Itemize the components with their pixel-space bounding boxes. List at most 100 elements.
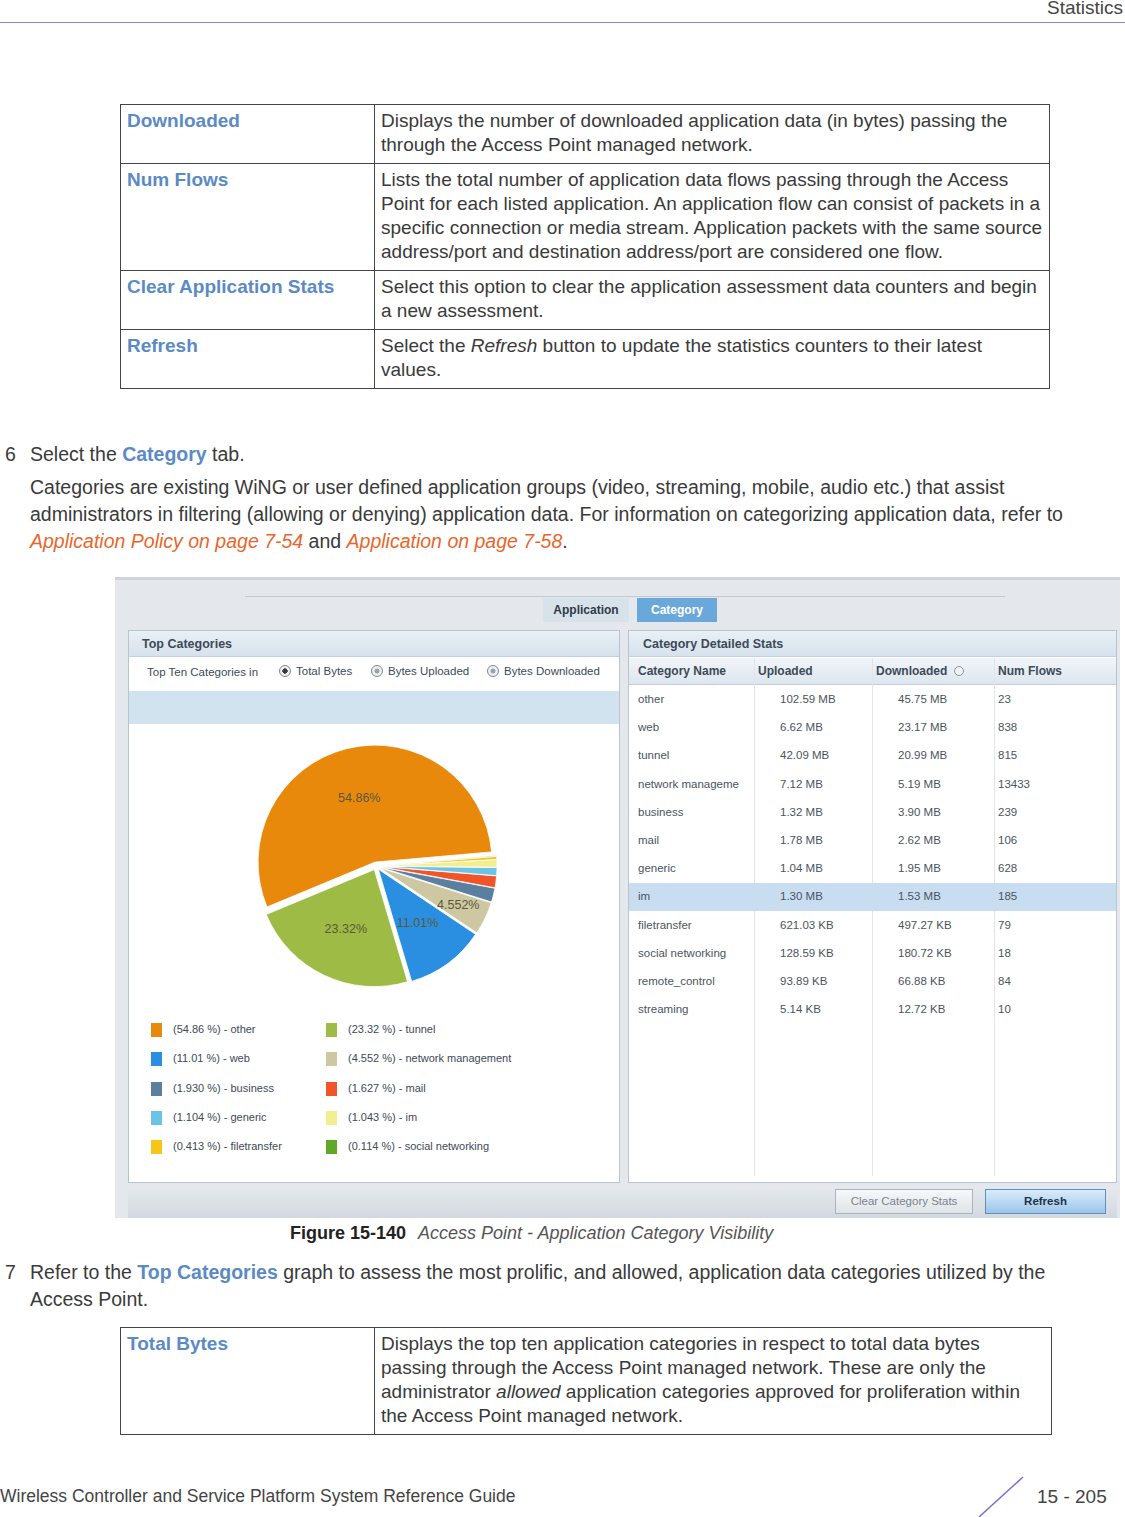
table-cell: 628 — [998, 862, 1108, 874]
header-rule — [0, 22, 1125, 23]
radio-circle[interactable] — [371, 665, 383, 677]
table-cell: 239 — [998, 806, 1108, 818]
legend-swatch — [151, 1082, 162, 1096]
table-cell: 7.12 MB — [758, 778, 868, 790]
column-label: Category Name — [638, 664, 726, 678]
radio-option[interactable]: Total Bytes — [279, 665, 352, 681]
radio-label: Bytes Downloaded — [504, 665, 600, 677]
term-cell: Num Flows — [121, 164, 375, 271]
table-row: DownloadedDisplays the number of downloa… — [121, 105, 1050, 164]
term-cell: Downloaded — [121, 105, 375, 164]
term-cell: Clear Application Stats — [121, 271, 375, 330]
table-cell: 815 — [998, 749, 1108, 761]
table-cell: remote_control — [638, 975, 752, 987]
sort-indicator — [954, 666, 964, 676]
slice-labels: 54.86%23.32%11.01%4.552% — [325, 791, 480, 937]
button[interactable]: Refresh — [985, 1189, 1106, 1214]
tab[interactable]: Category — [637, 598, 717, 622]
button[interactable]: Clear Category Stats — [835, 1189, 973, 1214]
panel-header: Category Detailed Stats — [629, 631, 1116, 657]
text-run: Lists the total number of application da… — [381, 169, 1042, 262]
legend-swatch — [326, 1111, 337, 1125]
description-cell: Displays the top ten application categor… — [375, 1328, 1052, 1435]
table-cell: 2.62 MB — [876, 834, 986, 846]
step-number: 7 — [5, 1259, 16, 1286]
table-cell: 6.62 MB — [758, 721, 868, 733]
table-cell: 128.59 KB — [758, 947, 868, 959]
text-run: Select the — [30, 443, 122, 465]
column-separator — [872, 658, 873, 1176]
term-table: DownloadedDisplays the number of downloa… — [120, 104, 1050, 389]
step: 6Select the Category tab.Categories are … — [0, 441, 1110, 555]
table-cell: 1.95 MB — [876, 862, 986, 874]
panel-title: Category Detailed Stats — [643, 637, 783, 651]
description-cell: Lists the total number of application da… — [375, 164, 1050, 271]
radio-option[interactable]: Bytes Uploaded — [371, 665, 469, 681]
panel-title: Top Categories — [142, 637, 232, 651]
slice-label: 23.32% — [325, 922, 367, 936]
radio-option[interactable]: Bytes Downloaded — [487, 665, 600, 681]
text-run: and — [303, 530, 346, 552]
table-cell: 185 — [998, 890, 1108, 902]
table-cell: 1.78 MB — [758, 834, 868, 846]
table-cell: business — [638, 806, 752, 818]
footer-slash-line — [979, 1477, 1023, 1517]
slices — [258, 745, 497, 986]
legend-swatch — [151, 1140, 162, 1154]
table-row: Total BytesDisplays the top ten applicat… — [121, 1328, 1052, 1435]
table-cell: 18 — [998, 947, 1108, 959]
pie-slice — [380, 856, 497, 865]
table-cell: 621.03 KB — [758, 919, 868, 931]
text-run: allowed — [496, 1381, 560, 1402]
table-cell: other — [638, 693, 752, 705]
column-label: Uploaded — [758, 664, 813, 678]
table-cell: web — [638, 721, 752, 733]
term-cell: Total Bytes — [121, 1328, 375, 1435]
figure-number: Figure 15-140 — [290, 1223, 406, 1243]
column-header[interactable]: Uploaded — [758, 664, 813, 678]
figure-caption: Figure 15-140Access Point - Application … — [290, 1223, 773, 1244]
description-cell: Select this option to clear the applicat… — [375, 271, 1050, 330]
legend-swatch — [326, 1140, 337, 1154]
table-row: Num FlowsLists the total number of appli… — [121, 164, 1050, 271]
screenshot: Application Category Top CategoriesTop Ten… — [115, 577, 1120, 1218]
column-separator — [754, 658, 755, 1176]
column-label: Downloaded — [876, 664, 947, 678]
table-cell: 23 — [998, 693, 1108, 705]
step-number: 6 — [5, 441, 16, 468]
footer-title: Wireless Controller and Service Platform… — [0, 1486, 515, 1507]
radio-circle[interactable] — [279, 665, 291, 677]
column-header[interactable]: Category Name — [638, 664, 726, 678]
table-cell: 1.32 MB — [758, 806, 868, 818]
table-cell: 13433 — [998, 778, 1108, 790]
legend-label: (0.413 %) - filetransfer — [173, 1140, 282, 1152]
step-text: Refer to the Top Categories graph to ass… — [0, 1259, 1110, 1313]
slice-label: 54.86% — [338, 791, 380, 805]
text-run: Categories are existing WiNG or user def… — [30, 476, 1063, 525]
step: 7Refer to the Top Categories graph to as… — [0, 1259, 1110, 1313]
table-cell: 79 — [998, 919, 1108, 931]
panel-band — [129, 691, 619, 724]
table-cell: 84 — [998, 975, 1108, 987]
legend-label: (54.86 %) - other — [173, 1023, 256, 1035]
legend-swatch — [326, 1023, 337, 1037]
table-cell: 66.88 KB — [876, 975, 986, 987]
left-panel: Top CategoriesTop Ten Categories inTotal… — [128, 630, 620, 1183]
text-run: . — [562, 530, 567, 552]
table-cell: 12.72 KB — [876, 1003, 986, 1015]
tab[interactable]: Application — [543, 598, 629, 622]
column-separator — [994, 658, 995, 1176]
table-cell: 5.19 MB — [876, 778, 986, 790]
header-title: Statistics — [1047, 0, 1123, 19]
term-table: Total BytesDisplays the top ten applicat… — [120, 1327, 1052, 1435]
text-run: Displays the number of downloaded applic… — [381, 110, 1007, 155]
table-cell: 106 — [998, 834, 1108, 846]
radio-circle[interactable] — [487, 665, 499, 677]
column-header[interactable]: Num Flows — [998, 664, 1062, 678]
column-header[interactable]: Downloaded — [876, 664, 964, 678]
table-cell: mail — [638, 834, 752, 846]
description-cell: Select the Refresh button to update the … — [375, 330, 1050, 389]
text-run: Category — [122, 443, 207, 465]
table-cell: 5.14 KB — [758, 1003, 868, 1015]
text-run: Select the — [381, 335, 471, 356]
